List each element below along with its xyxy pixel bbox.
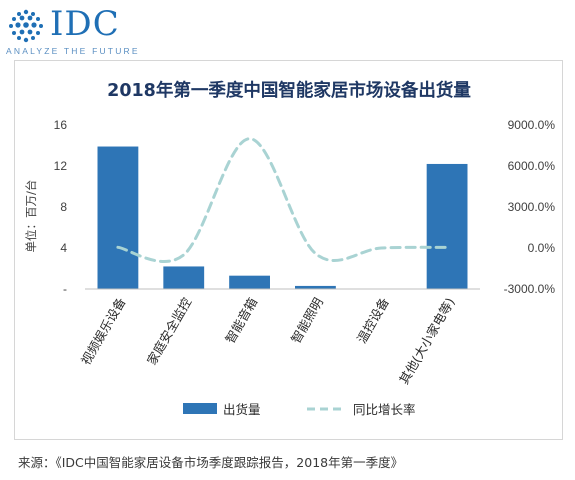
x-tick-label: 家庭安全监控 [144,295,195,368]
y2-tick-label: -3000.0% [504,282,556,296]
chart: 2018年第一季度中国智能家居市场设备出货量 单位：百万/台 16 12 8 4 - 90… [24,80,556,417]
bar [97,146,139,289]
bar [163,266,205,289]
idc-logo: IDC ANALYZE THE FUTURE [6,4,166,58]
y2-tick-label: 9000.0% [508,118,556,132]
y-tick-label: 12 [54,159,68,173]
y2-tick-label: 0.0% [528,241,556,255]
y2-tick-label: 6000.0% [508,159,556,173]
x-tick-label: 温控设备 [354,295,392,346]
bar [295,285,336,289]
logo-tagline: ANALYZE THE FUTURE [6,46,140,56]
y2-tick-label: 3000.0% [508,200,556,214]
bar [229,275,270,289]
x-tick-label: 智能音箱 [222,295,260,346]
x-tick-label: 智能照明 [288,295,326,346]
y-tick-label: 8 [60,200,67,214]
legend-bar-swatch [183,403,217,414]
y-tick-label: - [63,282,67,296]
chart-title: 2018年第一季度中国智能家居市场设备出货量 [107,80,471,101]
legend-line-label: 同比增长率 [353,402,416,417]
globe-icon [9,9,43,43]
bar [426,163,468,289]
y-tick-label: 4 [60,241,67,255]
x-tick-label: 其他(大小家电等) [396,295,458,387]
source-note: 来源：《IDC中国智能家居设备市场季度跟踪报告，2018年第一季度》 [18,455,404,470]
chart-panel: 2018年第一季度中国智能家居市场设备出货量 单位：百万/台 16 12 8 4 - 90… [14,60,563,440]
logo-wordmark: IDC [50,4,120,44]
legend-bar-label: 出货量 [223,402,261,417]
x-tick-label: 视频娱乐设备 [78,295,129,368]
growth-rate-line [116,137,449,263]
y-axis-label: 单位：百万/台 [24,180,38,253]
y-tick-label: 16 [54,118,68,132]
